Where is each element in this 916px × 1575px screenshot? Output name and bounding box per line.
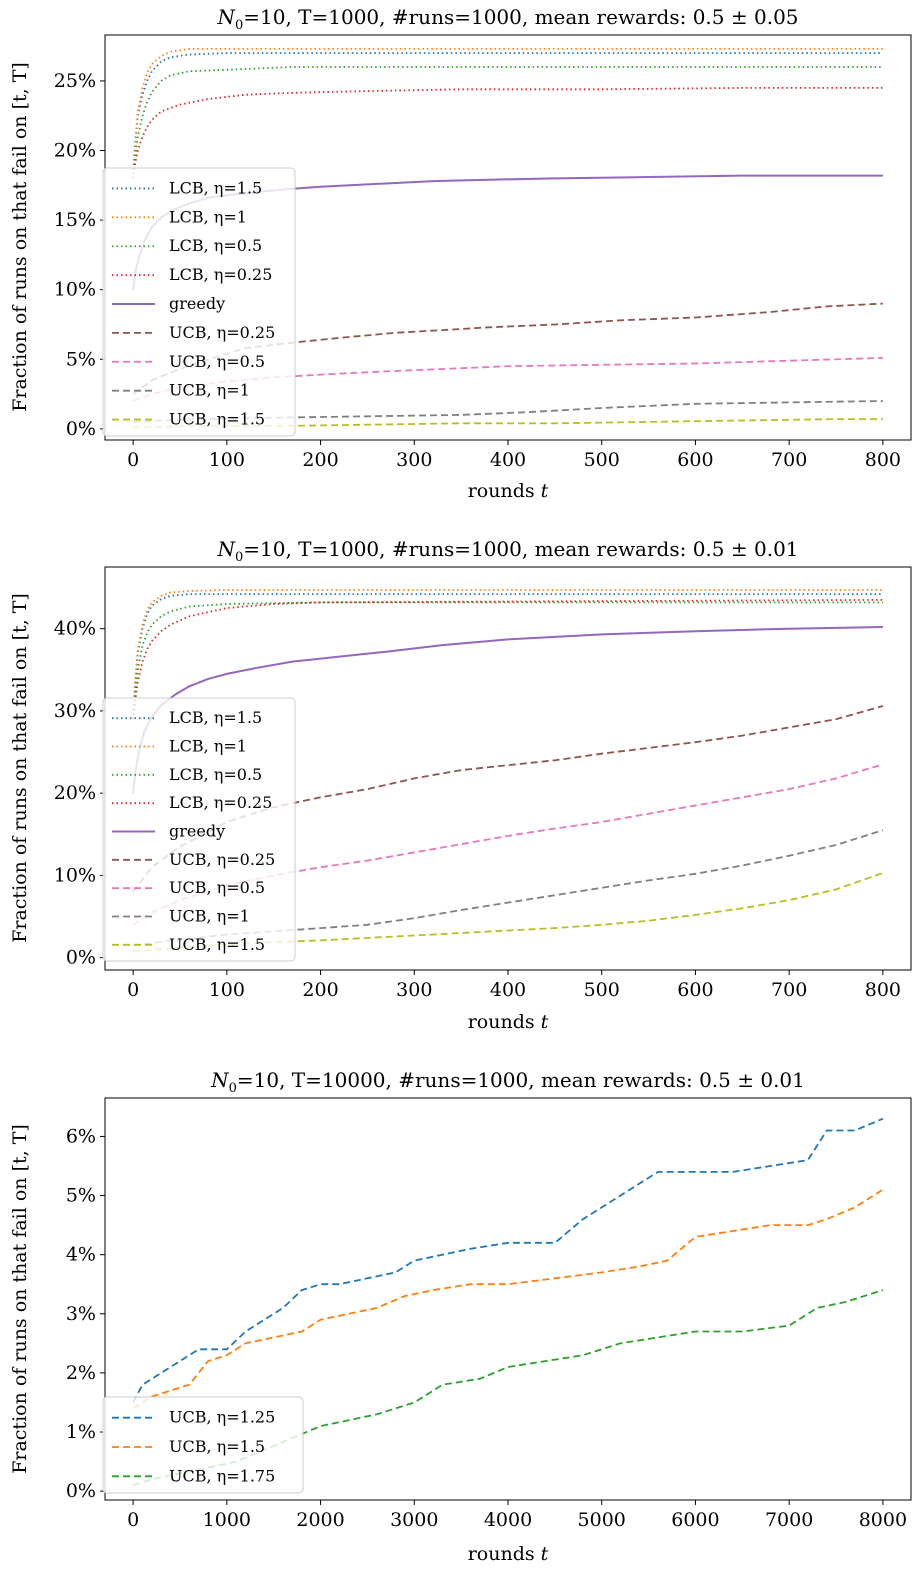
legend-box — [102, 697, 296, 962]
x-axis-label: rounds t — [468, 1011, 549, 1033]
x-tick-label: 6000 — [671, 1509, 719, 1531]
x-tick-label: 100 — [209, 979, 245, 1001]
series-line-4 — [132, 87, 883, 179]
legend-label: greedy — [169, 822, 225, 841]
legend-label: UCB, η=1 — [169, 907, 250, 926]
x-tick-label: 700 — [771, 979, 807, 1001]
x-tick-label: 0 — [127, 979, 139, 1001]
legend-box — [102, 167, 296, 437]
x-tick-label: 3000 — [390, 1509, 438, 1531]
series-line-2 — [132, 48, 883, 179]
y-tick-label: 5% — [66, 1185, 96, 1207]
x-tick-label: 100 — [209, 449, 245, 471]
x-tick-label: 400 — [490, 449, 526, 471]
x-tick-label: 1000 — [203, 1509, 251, 1531]
y-tick-label: 2% — [66, 1362, 96, 1384]
x-axis-label: rounds t — [468, 480, 549, 502]
x-tick-label: 600 — [677, 449, 713, 471]
y-tick-label: 15% — [54, 209, 96, 231]
legend-label: UCB, η=0.5 — [169, 878, 265, 897]
series-line-6 — [132, 705, 884, 893]
x-tick-label: 300 — [396, 449, 432, 471]
legend: UCB, η=1.25 UCB, η=1.5 UCB, η=1.75 — [102, 1396, 304, 1494]
x-tick-label: 800 — [865, 449, 901, 471]
x-tick-label: 5000 — [578, 1509, 626, 1531]
y-tick-label: 30% — [54, 700, 96, 722]
chart-panel-2: N0=10, T=1000, #runs=1000, mean rewards:… — [9, 537, 912, 1033]
legend-label: LCB, η=0.5 — [169, 236, 262, 255]
series-line-1 — [132, 52, 883, 179]
legend: LCB, η=1.5 LCB, η=1 LCB, η=0.5 LCB, η=0.25 g… — [102, 167, 296, 437]
x-tick-label: 200 — [302, 979, 338, 1001]
y-tick-label: 0% — [66, 418, 96, 440]
x-tick-label: 300 — [396, 979, 432, 1001]
legend-label: UCB, η=1 — [169, 381, 250, 400]
series-line-1 — [132, 1117, 884, 1403]
legend-label: LCB, η=0.5 — [169, 765, 262, 784]
legend-label: LCB, η=1.5 — [169, 178, 262, 197]
series-line-4 — [132, 599, 883, 720]
y-tick-label: 1% — [66, 1421, 96, 1443]
x-tick-label: 7000 — [765, 1509, 813, 1531]
y-tick-label: 0% — [66, 1480, 96, 1502]
x-tick-label: 4000 — [484, 1509, 532, 1531]
legend-label: UCB, η=0.5 — [169, 352, 265, 371]
chart-panel-3: N0=10, T=10000, #runs=1000, mean rewards… — [9, 1068, 912, 1565]
y-tick-label: 25% — [54, 70, 96, 92]
legend-label: UCB, η=1.75 — [169, 1466, 275, 1485]
chart-panel-1: N0=10, T=1000, #runs=1000, mean rewards:… — [9, 5, 912, 502]
legend-label: LCB, η=1 — [169, 207, 247, 226]
legend-label: greedy — [169, 294, 225, 313]
y-tick-label: 6% — [66, 1125, 96, 1147]
x-tick-label: 0 — [127, 449, 139, 471]
y-tick-label: 20% — [54, 140, 96, 162]
chart-title: N0=10, T=1000, #runs=1000, mean rewards:… — [216, 5, 798, 33]
x-tick-label: 400 — [490, 979, 526, 1001]
x-tick-label: 500 — [584, 979, 620, 1001]
y-tick-label: 3% — [66, 1303, 96, 1325]
legend-label: UCB, η=0.25 — [169, 323, 275, 342]
legend-box — [102, 1396, 304, 1494]
series-line-3 — [132, 601, 883, 720]
x-tick-label: 8000 — [859, 1509, 907, 1531]
legend-label: LCB, η=0.25 — [169, 265, 272, 284]
x-axis-label: rounds t — [468, 1543, 549, 1565]
legend-label: UCB, η=1.25 — [169, 1408, 275, 1427]
x-tick-label: 0 — [127, 1509, 139, 1531]
legend-label: LCB, η=1 — [169, 737, 247, 756]
y-tick-label: 0% — [66, 947, 96, 969]
y-axis-label: Fraction of runs on that fail on [t, T] — [9, 62, 31, 412]
chart-title: N0=10, T=10000, #runs=1000, mean rewards… — [210, 1068, 805, 1096]
legend-label: UCB, η=1.5 — [169, 410, 265, 429]
x-tick-label: 700 — [771, 449, 807, 471]
legend-label: LCB, η=0.25 — [169, 793, 272, 812]
legend-label: UCB, η=0.25 — [169, 850, 275, 869]
x-tick-label: 800 — [865, 979, 901, 1001]
y-axis-label: Fraction of runs on that fail on [t, T] — [9, 1124, 31, 1474]
y-tick-label: 20% — [54, 782, 96, 804]
legend-label: LCB, η=1.5 — [169, 708, 262, 727]
y-tick-label: 40% — [54, 618, 96, 640]
y-tick-label: 4% — [66, 1244, 96, 1266]
y-tick-label: 10% — [54, 279, 96, 301]
series-line-3 — [132, 66, 883, 179]
x-tick-label: 600 — [677, 979, 713, 1001]
y-axis-label: Fraction of runs on that fail on [t, T] — [9, 593, 31, 943]
x-tick-label: 500 — [584, 449, 620, 471]
legend-label: UCB, η=1.5 — [169, 1437, 265, 1456]
x-tick-label: 2000 — [296, 1509, 344, 1531]
series-line-2 — [132, 1188, 884, 1410]
x-tick-label: 200 — [302, 449, 338, 471]
legend-label: UCB, η=1.5 — [169, 935, 265, 954]
y-tick-label: 10% — [54, 864, 96, 886]
chart-title: N0=10, T=1000, #runs=1000, mean rewards:… — [216, 537, 798, 565]
y-tick-label: 5% — [66, 348, 96, 370]
series-line-2 — [132, 589, 883, 720]
legend: LCB, η=1.5 LCB, η=1 LCB, η=0.5 LCB, η=0.25 g… — [102, 697, 296, 962]
